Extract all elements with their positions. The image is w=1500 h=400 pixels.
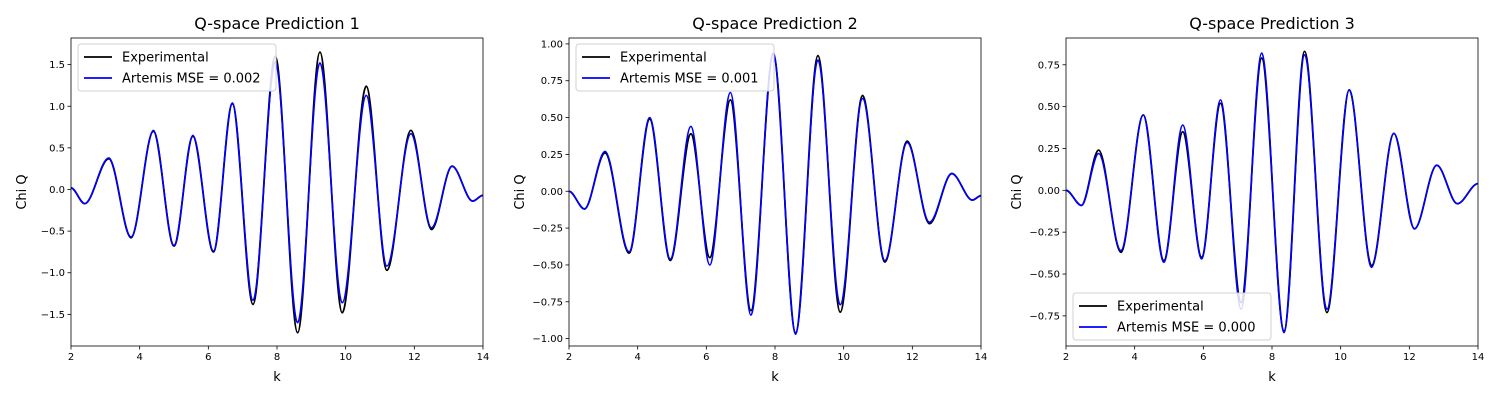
legend-label: Experimental	[122, 51, 209, 66]
chart-panel-3: 2 4 6 8 10 12 14 −0.75 −0.50 −0.25 0.00 0.25 0.50 0.7…	[1010, 14, 1484, 385]
x-tick-label: 6	[1200, 352, 1206, 363]
legend-box	[1072, 292, 1272, 341]
legend-box	[77, 43, 277, 92]
x-tick-label: 14	[975, 352, 988, 363]
x-tick-label: 12	[408, 352, 421, 363]
x-tick-label: 14	[1472, 352, 1485, 363]
chart-panel-2: 2 4 6 8 10 12 14 −1.00 −0.75 −0.50 −0.25 0.00 0.25 0.…	[513, 14, 987, 385]
legend-label: Artemis MSE = 0.002	[122, 72, 261, 87]
y-tick-label: −0.25	[1029, 228, 1060, 239]
x-axis-label: k	[273, 370, 281, 385]
x-tick-label: 12	[906, 352, 919, 363]
x-tick-label: 2	[1063, 352, 1069, 363]
series-line-experimental	[569, 53, 981, 334]
x-tick-label: 8	[772, 352, 778, 363]
x-tick-label: 10	[837, 352, 850, 363]
y-tick-label: 0.75	[541, 76, 563, 87]
legend-label: Experimental	[620, 51, 707, 66]
y-tick-label: −1.00	[532, 334, 563, 345]
x-tick-label: 4	[136, 352, 142, 363]
x-axis-label: k	[771, 370, 779, 385]
y-tick-label: 0.00	[541, 187, 563, 198]
legend: Experimental Artemis MSE = 0.002	[77, 43, 277, 92]
y-tick-label: 1.5	[49, 60, 65, 71]
y-tick-label: 0.25	[541, 150, 563, 161]
chart-panel-1: 2 4 6 8 10 12 14 −1.5 −1.0 −0.5 0.0 0.5 1.0 1.5 Q-spac…	[15, 14, 489, 385]
x-tick-label: 10	[339, 352, 352, 363]
x-tick-label: 8	[274, 352, 280, 363]
y-tick-label: −1.0	[41, 268, 65, 279]
legend: Experimental Artemis MSE = 0.001	[575, 43, 775, 92]
y-tick-label: 0.00	[1038, 186, 1060, 197]
x-tick-label: 6	[703, 352, 709, 363]
legend-label: Experimental	[1117, 300, 1204, 315]
series-line-experimental	[71, 51, 483, 334]
series-line-artemis	[569, 51, 981, 336]
y-tick-label: 0.50	[1038, 102, 1060, 113]
legend-box	[575, 43, 775, 92]
legend: Experimental Artemis MSE = 0.000	[1072, 292, 1272, 341]
y-tick-label: 1.0	[49, 102, 65, 113]
x-tick-label: 2	[566, 352, 572, 363]
y-tick-label: 0.0	[49, 185, 65, 196]
x-tick-label: 4	[634, 352, 640, 363]
x-tick-label: 14	[477, 352, 490, 363]
x-tick-label: 8	[1269, 352, 1275, 363]
y-tick-label: −0.25	[532, 224, 563, 235]
chart-title: Q-space Prediction 1	[194, 14, 360, 33]
chart-title: Q-space Prediction 3	[1189, 14, 1355, 33]
series-line-artemis	[1066, 52, 1478, 334]
x-tick-label: 6	[205, 352, 211, 363]
y-tick-label: −0.75	[532, 297, 563, 308]
y-axis-label: Chi Q	[1010, 174, 1025, 209]
x-tick-label: 12	[1403, 352, 1416, 363]
y-tick-label: −0.75	[1029, 311, 1060, 322]
y-tick-label: 0.75	[1038, 60, 1060, 71]
series-line-artemis	[71, 61, 483, 324]
y-tick-label: 0.25	[1038, 144, 1060, 155]
x-tick-label: 4	[1131, 352, 1137, 363]
y-tick-label: −0.5	[41, 227, 65, 238]
y-tick-label: 1.00	[541, 39, 563, 50]
y-tick-label: 0.5	[49, 143, 65, 154]
legend-label: Artemis MSE = 0.001	[620, 72, 759, 87]
y-tick-label: −0.50	[532, 260, 563, 271]
x-tick-label: 10	[1334, 352, 1347, 363]
y-axis-label: Chi Q	[513, 174, 528, 209]
y-tick-label: −1.5	[41, 310, 65, 321]
x-axis-label: k	[1268, 370, 1276, 385]
y-tick-label: −0.50	[1029, 270, 1060, 281]
x-tick-label: 2	[68, 352, 74, 363]
chart-title: Q-space Prediction 2	[692, 14, 858, 33]
y-axis-label: Chi Q	[15, 174, 30, 209]
legend-label: Artemis MSE = 0.000	[1117, 321, 1256, 336]
y-tick-label: 0.50	[541, 113, 563, 124]
